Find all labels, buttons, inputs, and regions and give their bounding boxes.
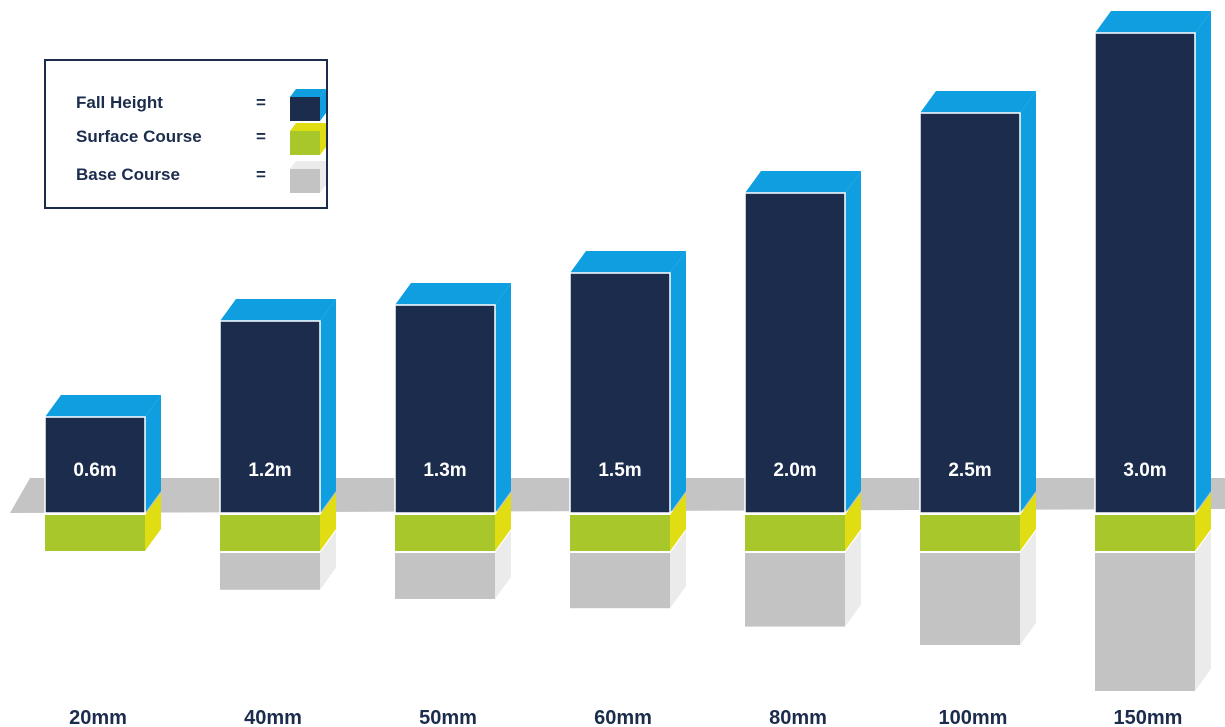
bar-group: 0.6m 20mm: [44, 395, 161, 727]
category-label: 40mm: [244, 707, 302, 727]
bar-side: [845, 171, 861, 513]
bar-group: 2.0m 80mm: [744, 171, 861, 727]
bar: [569, 272, 671, 514]
bars-group: 0.6m 20mm 1.2m 40mm 1.3m 50mm 1.5m 60mm 2.0m 80mm…: [44, 11, 1211, 727]
base-course-block: [395, 553, 495, 599]
surface-course-side: [1195, 493, 1211, 551]
bar-group: 3.0m 150mm: [1094, 11, 1211, 727]
category-label: 100mm: [939, 707, 1008, 727]
bar: [744, 192, 846, 514]
category-label: 60mm: [594, 707, 652, 727]
legend-swatch-surface-course: [290, 123, 326, 155]
legend-item-base-course: Base Course =: [76, 161, 326, 193]
base-course-block: [1095, 553, 1195, 691]
legend-equals: =: [256, 93, 266, 112]
category-label: 150mm: [1114, 707, 1183, 727]
surface-course-side: [495, 493, 511, 551]
category-label: 50mm: [419, 707, 477, 727]
bar-side: [670, 251, 686, 513]
bar-value-label: 2.5m: [948, 460, 991, 481]
base-course-side: [670, 531, 686, 609]
surface-course-block: [1095, 515, 1195, 551]
surface-course-side: [845, 493, 861, 551]
legend-swatch-fall-height: [290, 89, 326, 121]
surface-course-side: [145, 493, 161, 551]
base-course-block: [920, 553, 1020, 645]
bar-group: 1.5m 60mm: [569, 251, 686, 727]
legend-label: Surface Course: [76, 127, 202, 146]
category-label: 80mm: [769, 707, 827, 727]
surface-course-side: [1020, 493, 1036, 551]
bar-value-label: 3.0m: [1123, 460, 1166, 481]
bar-value-label: 1.3m: [423, 460, 466, 481]
bar-value-label: 1.5m: [598, 460, 641, 481]
base-course-side: [1195, 531, 1211, 691]
bar: [1094, 32, 1196, 514]
legend-label: Base Course: [76, 165, 180, 184]
bar-top: [220, 299, 336, 321]
base-course-block: [220, 553, 320, 590]
surface-course-side: [670, 493, 686, 551]
surface-course-block: [45, 515, 145, 551]
bar-top: [920, 91, 1036, 113]
bar: [44, 416, 146, 514]
base-course-block: [745, 553, 845, 627]
surface-course-block: [220, 515, 320, 551]
bar-top: [570, 251, 686, 273]
legend-label: Fall Height: [76, 93, 163, 112]
base-course-side: [1020, 531, 1036, 645]
bar-group: 1.3m 50mm: [394, 283, 511, 727]
base-course-block: [570, 553, 670, 609]
base-course-side: [495, 531, 511, 599]
surface-course-block: [920, 515, 1020, 551]
bar-top: [395, 283, 511, 305]
surface-course-block: [570, 515, 670, 551]
surface-course-block: [395, 515, 495, 551]
legend-swatch-base-course: [290, 161, 326, 193]
bar-side: [1195, 11, 1211, 513]
surface-course-block: [745, 515, 845, 551]
bar-side: [495, 283, 511, 513]
bar-value-label: 1.2m: [248, 460, 291, 481]
bar-top: [1095, 11, 1211, 33]
legend-equals: =: [256, 165, 266, 184]
category-label: 20mm: [69, 707, 127, 727]
base-course-side: [845, 531, 861, 627]
surface-course-side: [320, 493, 336, 551]
bar: [219, 320, 321, 514]
bar-value-label: 0.6m: [73, 460, 116, 481]
base-course-side: [320, 531, 336, 590]
bar-group: 2.5m 100mm: [919, 91, 1036, 727]
bar-top: [745, 171, 861, 193]
bar-side: [1020, 91, 1036, 513]
bar: [394, 304, 496, 514]
bar-side: [145, 395, 161, 513]
legend-equals: =: [256, 127, 266, 146]
legend-item-surface-course: Surface Course =: [76, 123, 326, 155]
legend: Fall Height = Surface Course = Base Cour…: [44, 59, 328, 209]
bar-top: [45, 395, 161, 417]
legend-item-fall-height: Fall Height =: [76, 89, 326, 121]
bar: [919, 112, 1021, 514]
bar-group: 1.2m 40mm: [219, 299, 336, 727]
bar-value-label: 2.0m: [773, 460, 816, 481]
bar-side: [320, 299, 336, 513]
